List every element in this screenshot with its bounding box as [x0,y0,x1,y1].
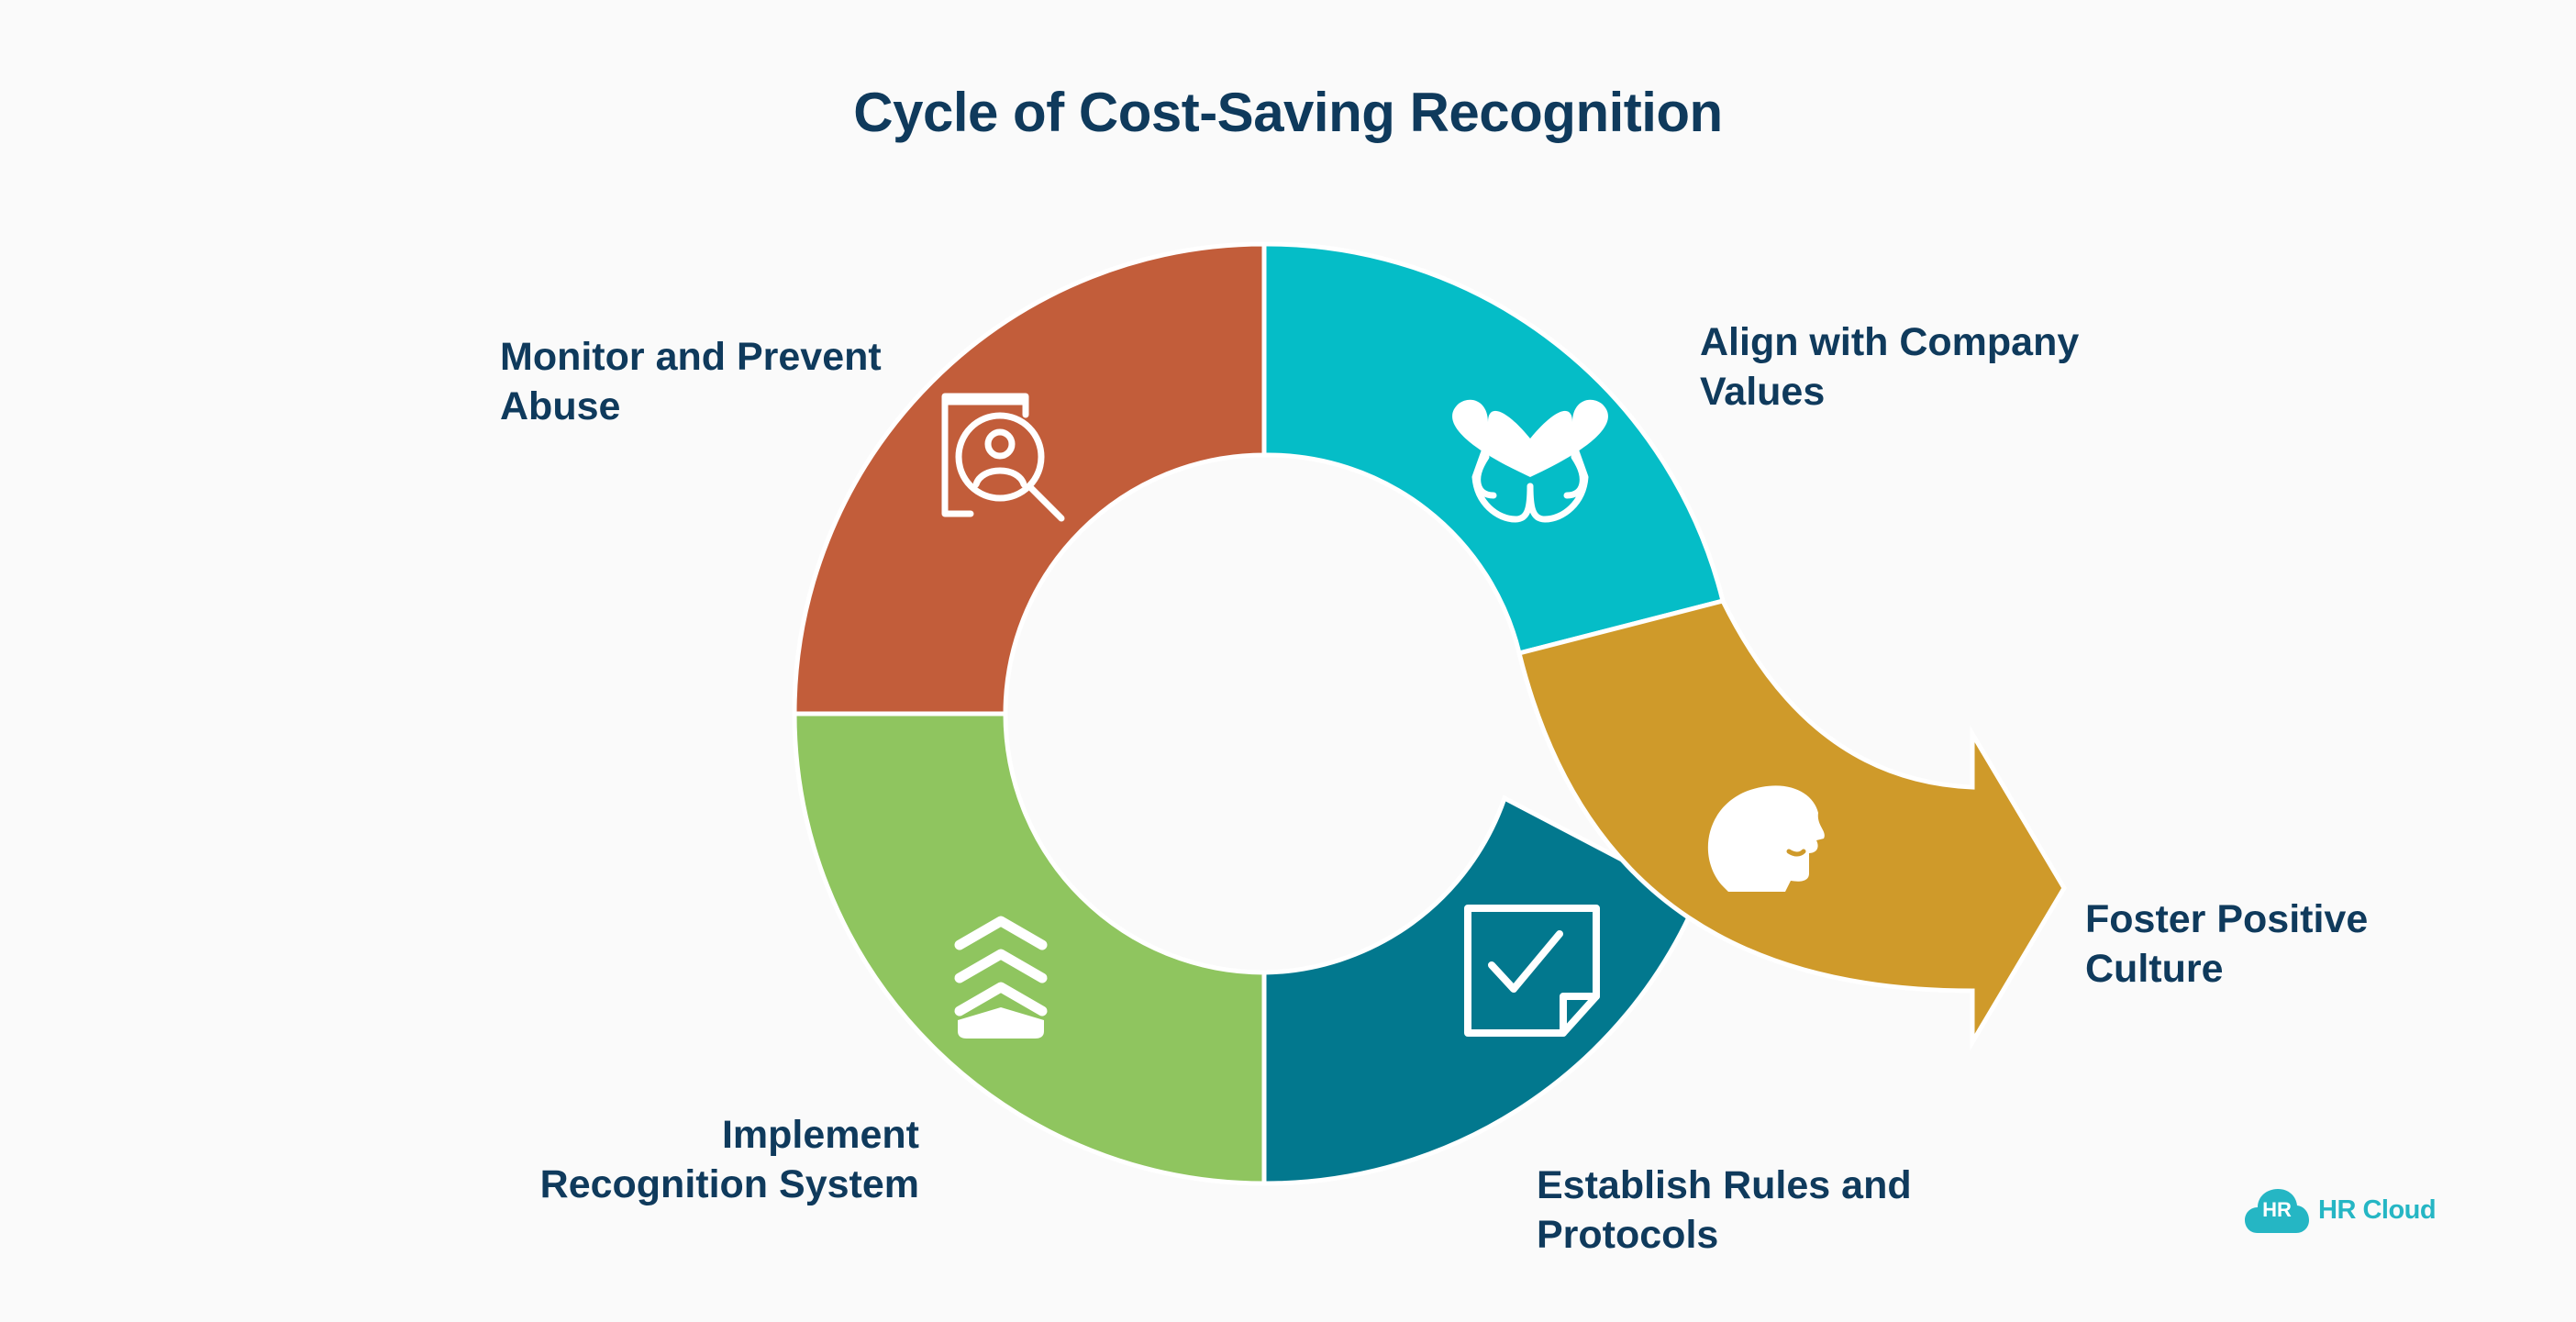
cloud-icon: HR [2245,1185,2309,1235]
label-align-line-2: Values [1700,370,1826,414]
label-foster: Foster Positive Culture [2085,894,2368,994]
stacked-chevrons-base [958,1007,1044,1039]
label-monitor: Monitor and Prevent Abuse [500,332,882,431]
label-monitor-line-2: Abuse [500,384,621,428]
logo-badge-text: HR [2262,1198,2292,1221]
label-align: Align with Company Values [1700,317,2079,417]
label-establish: Establish Rules and Protocols [1537,1161,1912,1260]
search-person-icon [941,393,1065,522]
label-implement: Implement Recognition System [459,1110,919,1209]
smiling-head-icon [1707,785,1825,892]
segment-implement [792,711,1267,1186]
label-align-line-1: Align with Company [1700,320,2080,364]
stacked-chevrons-icon [954,916,1048,1016]
checklist-note-icon [1464,905,1600,1037]
label-establish-line-1: Establish Rules and [1537,1163,1912,1207]
page-title: Cycle of Cost-Saving Recognition [853,82,1723,143]
hands-heart-icon [1452,399,1608,523]
segment-establish [1261,794,1701,1186]
label-implement-line-2: Recognition System [539,1162,919,1206]
label-monitor-line-1: Monitor and Prevent [500,335,882,379]
logo-text: HR Cloud [2318,1194,2437,1225]
label-foster-line-1: Foster Positive [2085,897,2369,941]
label-implement-line-1: Implement [721,1113,919,1157]
hr-cloud-logo: HR HR Cloud [2245,1185,2437,1235]
label-establish-line-2: Protocols [1537,1213,1719,1257]
label-foster-line-2: Culture [2085,947,2224,991]
segment-monitor [792,241,1267,717]
